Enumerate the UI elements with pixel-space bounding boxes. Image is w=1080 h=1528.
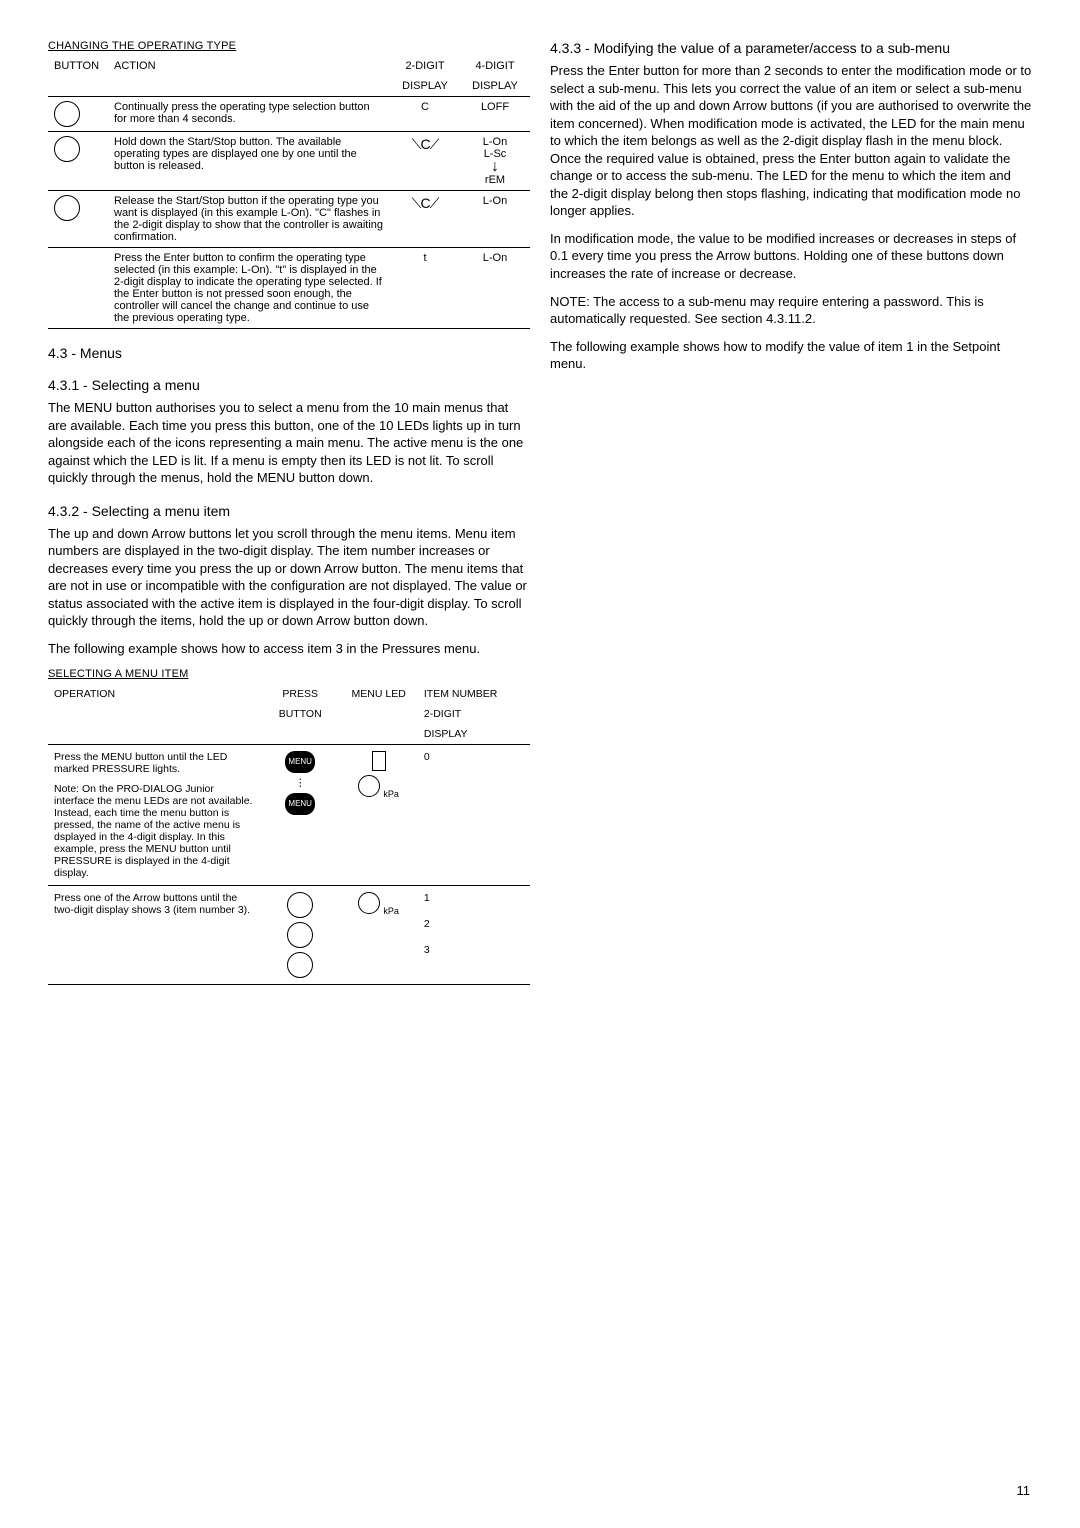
th-2digit: 2-DIGIT [390,56,460,76]
th-item2: 2-DIGIT [418,704,530,724]
cell-action: Press the Enter button to confirm the op… [108,248,390,329]
menu-button-icon: MENU [285,751,315,773]
cell-d4a: L-On [466,136,524,148]
para-4-3-3a: Press the Enter button for more than 2 s… [550,62,1032,220]
table-changing-operating-type: BUTTON ACTION 2-DIGIT 4-DIGIT DISPLAY DI… [48,56,530,329]
para-4-3-2b: The following example shows how to acces… [48,640,530,658]
arrow-down-icon: ↓ [491,160,499,174]
table-row: Press one of the Arrow buttons until the… [48,885,530,984]
kpa-label: kPa [383,789,399,799]
pressure-gauge-icon [358,892,380,914]
cell-d4: L-On [460,191,530,248]
heading-4-3-2: 4.3.2 - Selecting a menu item [48,503,530,519]
cell-num: 2 [424,918,524,930]
th-item3: DISPLAY [418,724,530,745]
heading-4-3-3: 4.3.3 - Modifying the value of a paramet… [550,40,1032,56]
cell-note: Note: On the PRO-DIALOG Junior interface… [54,783,255,879]
th-4digit: 4-DIGIT [460,56,530,76]
cell-d2: t [390,248,460,329]
cell-num: 3 [424,944,524,956]
arrow-button-icon [287,922,313,948]
para-4-3-2: The up and down Arrow buttons let you sc… [48,525,530,630]
cell-d2: C [390,97,460,132]
th-action: ACTION [108,56,390,76]
table-selecting-menu-item: OPERATION PRESS MENU LED ITEM NUMBER BUT… [48,684,530,985]
cell-d4c: rEM [466,174,524,186]
cell-action: Continually press the operating type sel… [108,97,390,132]
heading-4-3: 4.3 - Menus [48,345,530,361]
th-4digit-b: DISPLAY [460,76,530,97]
heading-4-3-1: 4.3.1 - Selecting a menu [48,377,530,393]
pressure-gauge-icon [358,775,380,797]
dots-icon: ⋮ [295,777,306,789]
arrow-button-icon [287,952,313,978]
thermometer-icon [372,751,386,771]
cell-op: Press one of the Arrow buttons until the… [48,885,261,984]
kpa-label: kPa [383,906,399,916]
cell-num: 0 [418,744,530,885]
para-4-3-3b: In modification mode, the value to be mo… [550,230,1032,283]
cell-num: 1 [424,892,524,904]
para-4-3-3c: NOTE: The access to a sub-menu may requi… [550,293,1032,328]
c-flash-icon: ⟍C⟋ [412,195,439,211]
menu-button-icon: MENU [285,793,315,815]
cell-d4: L-On [460,248,530,329]
cell-action: Release the Start/Stop button if the ope… [108,191,390,248]
c-flash-icon: ⟍C⟋ [412,136,439,152]
table-row: Press the Enter button to confirm the op… [48,248,530,329]
start-stop-icon [54,136,80,162]
table-row: Hold down the Start/Stop button. The ava… [48,132,530,191]
arrow-button-icon [287,892,313,918]
table-row: Press the MENU button until the LED mark… [48,744,530,885]
cell-action: Hold down the Start/Stop button. The ava… [108,132,390,191]
table-row: Continually press the operating type sel… [48,97,530,132]
para-4-3-3d: The following example shows how to modif… [550,338,1032,373]
para-4-3-1: The MENU button authorises you to select… [48,399,530,487]
table1-title: CHANGING THE OPERATING TYPE [48,40,530,52]
th-press: PRESS [261,684,339,704]
table2-title: SELECTING A MENU ITEM [48,668,530,680]
table-row: Release the Start/Stop button if the ope… [48,191,530,248]
cell-d4: LOFF [460,97,530,132]
page-number: 11 [1017,1483,1031,1498]
enter-icon [54,195,80,221]
th-2digit-b: DISPLAY [390,76,460,97]
th-press2: BUTTON [261,704,339,724]
th-button: BUTTON [48,56,108,76]
th-menuled: MENU LED [339,684,417,704]
start-stop-icon [54,101,80,127]
th-operation: OPERATION [48,684,261,704]
cell-op: Press the MENU button until the LED mark… [54,751,255,775]
th-itemnum: ITEM NUMBER [418,684,530,704]
